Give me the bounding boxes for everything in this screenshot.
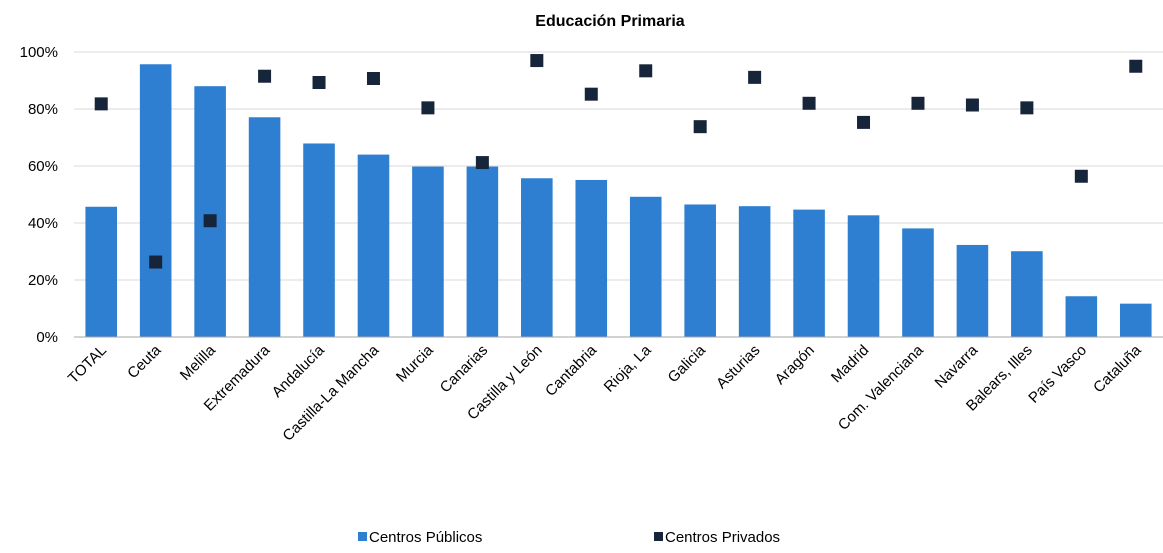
bar-centros-publicos bbox=[575, 179, 608, 337]
bar-centros-publicos bbox=[847, 215, 880, 337]
marker-centros-privados bbox=[693, 120, 707, 134]
marker-centros-privados bbox=[748, 70, 762, 84]
x-tick-label: Canarias bbox=[437, 342, 491, 396]
marker-centros-privados bbox=[366, 72, 380, 86]
x-tick-label: Ceuta bbox=[124, 341, 165, 382]
x-tick-label: Galicia bbox=[665, 341, 710, 386]
bar-centros-publicos bbox=[303, 143, 335, 337]
y-tick-label: 40% bbox=[28, 215, 58, 232]
marker-centros-privados bbox=[1129, 59, 1143, 73]
marker-centros-privados bbox=[584, 87, 598, 101]
gridlines bbox=[74, 51, 1163, 281]
marker-centros-privados bbox=[258, 69, 272, 83]
x-tick-label: Castilla-La Mancha bbox=[279, 341, 382, 444]
marker-centros-privados bbox=[1074, 169, 1088, 183]
legend-label-centros-publicos: Centros Públicos bbox=[369, 529, 482, 546]
bar-centros-publicos bbox=[1119, 303, 1152, 337]
bar-centros-publicos bbox=[793, 209, 825, 337]
y-tick-label: 0% bbox=[36, 329, 58, 346]
marker-centros-privados bbox=[94, 97, 108, 111]
x-tick-label: Madrid bbox=[828, 342, 872, 386]
bar-centros-publicos bbox=[194, 86, 226, 337]
marker-centros-privados bbox=[639, 64, 653, 78]
bar-centros-publicos bbox=[139, 64, 172, 337]
bar-centros-publicos bbox=[1065, 296, 1098, 337]
bar-centros-publicos bbox=[412, 166, 444, 337]
bar-centros-publicos bbox=[466, 166, 499, 337]
marker-centros-privados bbox=[421, 101, 435, 115]
x-axis-ticks: TOTAL Ceuta MelillaExtremaduraAndalucíaCas… bbox=[65, 341, 1145, 444]
x-tick-label: Murcia bbox=[393, 341, 437, 385]
bar-centros-publicos bbox=[521, 178, 553, 337]
bar-centros-publicos bbox=[357, 154, 390, 337]
marker-centros-privados bbox=[857, 115, 871, 129]
marker-centros-privados bbox=[149, 255, 163, 269]
bar-centros-publicos bbox=[684, 204, 716, 337]
x-tick-label: Navarra bbox=[932, 341, 982, 391]
y-tick-label: 80% bbox=[28, 101, 58, 118]
marker-centros-privados bbox=[312, 75, 326, 89]
legend-label-centros-privados: Centros Privados bbox=[665, 529, 780, 546]
x-tick-label: Cantabria bbox=[542, 341, 600, 399]
bar-centros-publicos bbox=[1011, 251, 1043, 337]
marker-centros-privados bbox=[965, 98, 979, 112]
y-tick-label: 20% bbox=[28, 272, 58, 289]
bar-centros-publicos bbox=[902, 228, 934, 337]
x-tick-label: Asturias bbox=[713, 342, 763, 392]
marker-centros-privados bbox=[475, 156, 489, 170]
bar-centros-publicos bbox=[629, 196, 662, 337]
x-tick-label: Aragón bbox=[772, 342, 818, 388]
marker-centros-privados bbox=[530, 54, 544, 68]
y-axis-ticks: 0% 20% 40% 60% 80% 100% bbox=[20, 44, 58, 346]
marker-centros-privados bbox=[1020, 101, 1034, 115]
marker-centros-privados bbox=[203, 214, 217, 228]
bar-centros-publicos bbox=[738, 206, 771, 337]
legend-swatch-centros-privados bbox=[654, 532, 663, 541]
marker-centros-privados bbox=[802, 96, 816, 110]
legend: Centros Públicos Centros Privados bbox=[358, 529, 780, 546]
bar-series bbox=[85, 64, 1152, 337]
y-tick-label: 60% bbox=[28, 158, 58, 175]
chart-title: Educación Primaria bbox=[535, 13, 684, 30]
y-tick-label: 100% bbox=[20, 44, 58, 61]
x-tick-label: TOTAL bbox=[65, 342, 110, 387]
x-tick-label: Melilla bbox=[177, 341, 220, 384]
legend-swatch-centros-publicos bbox=[358, 532, 367, 541]
marker-centros-privados bbox=[911, 96, 925, 110]
bar-centros-publicos bbox=[956, 244, 989, 337]
bar-centros-publicos bbox=[248, 117, 281, 337]
bar-centros-publicos bbox=[85, 206, 118, 337]
marker-series bbox=[94, 54, 1143, 269]
x-tick-label: País Vasco bbox=[1025, 342, 1090, 407]
x-tick-label: Cataluña bbox=[1090, 341, 1145, 396]
x-tick-label: Rioja, La bbox=[601, 341, 655, 395]
